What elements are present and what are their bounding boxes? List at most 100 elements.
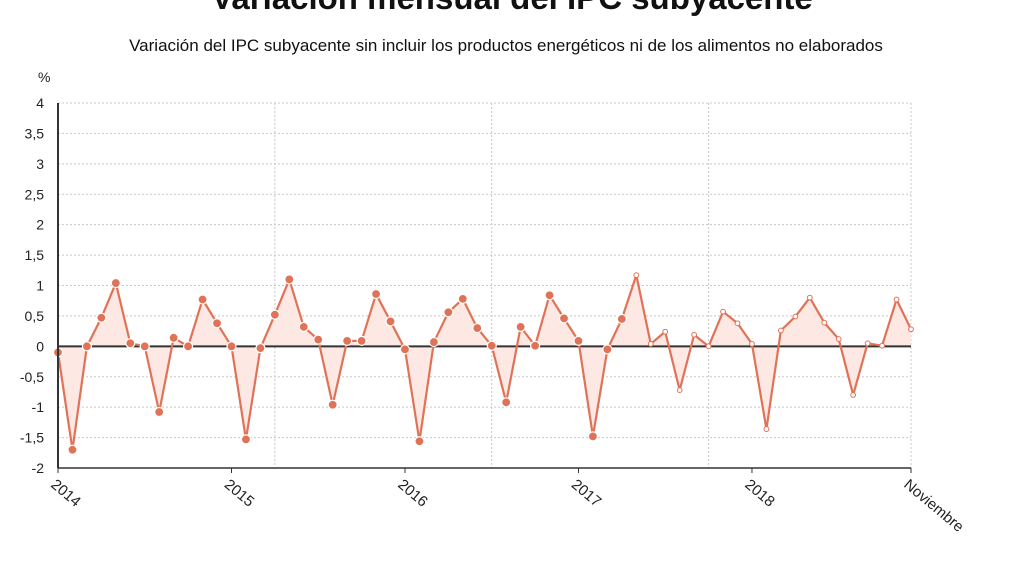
y-tick-label: 2 [36, 217, 44, 233]
series-segment [837, 337, 855, 397]
y-tick-label: 3,5 [25, 125, 45, 141]
y-tick-label: 1 [36, 278, 44, 294]
data-point [269, 309, 280, 320]
y-tick-label: -1 [32, 399, 45, 415]
series-segment [707, 310, 725, 348]
series-segment [823, 321, 840, 341]
x-tick-label: Noviembre [900, 476, 966, 536]
series-segment [418, 340, 435, 443]
data-point [835, 336, 842, 342]
series-segment [534, 294, 551, 347]
x-tick-label: 2014 [47, 476, 83, 510]
data-point [226, 341, 237, 352]
series-segment [765, 329, 782, 431]
data-point [168, 332, 179, 343]
x-axis-ticks: 2014 2015 2016 2017 2018 Noviembre [47, 468, 967, 536]
series-line [56, 274, 913, 451]
data-point [734, 320, 741, 327]
y-tick-label: 1,5 [25, 247, 45, 263]
series-segment [591, 348, 609, 438]
series-segment [794, 296, 811, 318]
data-point [110, 277, 121, 289]
series-segment [808, 296, 826, 324]
series-segment [114, 281, 132, 345]
series-segment [895, 298, 913, 331]
y-tick-label: 4 [36, 95, 44, 111]
series-segment [71, 345, 89, 451]
series-segment [187, 298, 204, 348]
y-tick-label: 0 [36, 338, 44, 354]
series-segment [259, 313, 276, 350]
series-segment [721, 310, 739, 325]
data-point [530, 340, 541, 351]
data-point [850, 392, 857, 398]
data-point [602, 344, 613, 355]
data-point [255, 343, 266, 354]
series-segment [852, 342, 869, 397]
data-point [763, 426, 770, 432]
series-segment [505, 325, 522, 404]
data-point [691, 331, 698, 338]
data-point [342, 335, 353, 346]
data-point [616, 313, 627, 325]
series-segment [403, 348, 421, 443]
data-point [96, 312, 107, 323]
x-tick-label: 2015 [221, 476, 257, 510]
data-point [705, 343, 712, 350]
y-axis-ticks: 4 3,5 3 2,5 2 1,5 1 0,5 0 -0,5 -1 -1,5 -2 [20, 95, 44, 476]
series-segment [85, 316, 103, 348]
y-tick-label: 3 [36, 156, 44, 172]
series-segment [736, 322, 754, 345]
series-segment [432, 311, 450, 344]
data-point [893, 296, 900, 303]
series-segment [620, 274, 638, 321]
area-fill [58, 275, 911, 450]
data-point [211, 318, 223, 329]
data-point [356, 335, 367, 346]
series-segment [750, 342, 768, 431]
y-tick-label: 2,5 [25, 186, 45, 202]
series-segment [389, 320, 407, 351]
series-segment [649, 330, 667, 345]
data-point [676, 387, 683, 394]
data-point [139, 341, 150, 352]
data-point [821, 319, 828, 326]
data-point [544, 290, 555, 301]
data-point [662, 328, 669, 335]
data-point [399, 344, 411, 355]
data-point [647, 341, 654, 347]
series-segment [880, 298, 898, 347]
y-axis-unit: % [38, 69, 50, 85]
series-segment [360, 292, 378, 342]
data-point [792, 313, 799, 320]
data-point [573, 335, 584, 346]
data-point [125, 338, 136, 349]
series-segment [273, 278, 291, 316]
data-point [501, 397, 512, 408]
series-segment [606, 317, 623, 351]
data-point [457, 293, 468, 304]
chart-subtitle: Variación del IPC subyacente sin incluir… [129, 36, 883, 55]
data-point [472, 322, 483, 334]
grid-lines [58, 102, 911, 469]
data-point [908, 326, 914, 333]
data-point [385, 316, 396, 327]
data-point [720, 308, 726, 315]
series-segment [230, 345, 248, 441]
series-segment [56, 351, 74, 451]
y-tick-label: -1,5 [20, 430, 44, 446]
series-segment [244, 347, 262, 441]
series-segment [779, 315, 797, 332]
data-point [587, 431, 599, 442]
series-segment [158, 336, 175, 414]
data-point [414, 436, 425, 447]
y-tick-label: 0,5 [25, 308, 45, 324]
data-point [806, 294, 813, 301]
series-segment [577, 339, 595, 438]
series-segment [100, 281, 117, 319]
data-point [633, 272, 640, 279]
series-segment [693, 333, 710, 348]
series-segment [288, 278, 305, 328]
data-point [879, 342, 885, 349]
